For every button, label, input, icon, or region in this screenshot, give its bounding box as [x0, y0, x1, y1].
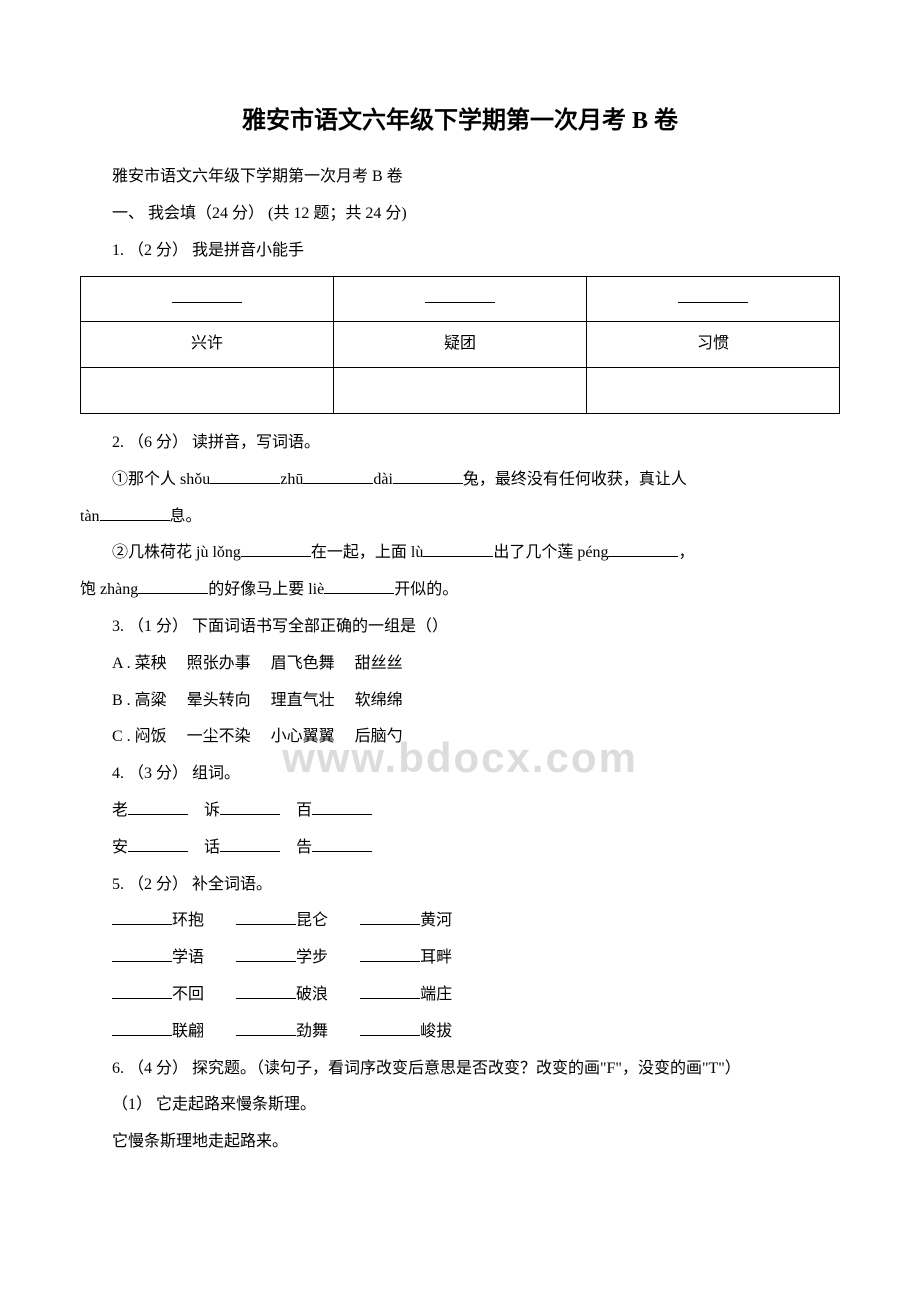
- question-5: 5. （2 分） 补全词语。: [80, 871, 840, 900]
- q6-sub1b: 它慢条斯理地走起路来。: [80, 1128, 840, 1157]
- table-cell: 疑团: [334, 322, 587, 368]
- text: 息。: [170, 508, 202, 525]
- text: 黄河: [420, 912, 452, 929]
- q5-row4: 联翩 劲舞 峻拔: [80, 1018, 840, 1047]
- table-row: 兴许 疑团 习惯: [81, 322, 840, 368]
- text: dài: [373, 471, 393, 488]
- text: 劲舞: [296, 1023, 328, 1040]
- table-cell-blank: [334, 368, 587, 414]
- question-1: 1. （2 分） 我是拼音小能手: [80, 237, 840, 266]
- table-cell-blank: [587, 368, 840, 414]
- q2-line2: ②几株荷花 jù lǒng 在一起，上面 lù 出了几个莲 péng ，: [80, 539, 840, 568]
- text: 话: [204, 839, 220, 856]
- text: 环抱: [172, 912, 204, 929]
- text: ，: [678, 544, 694, 561]
- text: 联翩: [172, 1023, 204, 1040]
- text: 端庄: [420, 986, 452, 1003]
- q4-row2: 安 话 告: [80, 834, 840, 863]
- text: 耳畔: [420, 949, 452, 966]
- question-4: 4. （3 分） 组词。: [80, 760, 840, 789]
- page-title: 雅安市语文六年级下学期第一次月考 B 卷: [80, 100, 840, 143]
- text: ②几株荷花 jù lǒng: [112, 544, 241, 561]
- table-cell-blank: [81, 276, 334, 322]
- table-cell: 习惯: [587, 322, 840, 368]
- q5-row2: 学语 学步 耳畔: [80, 944, 840, 973]
- text: 出了几个莲 péng: [493, 544, 608, 561]
- text: 学步: [296, 949, 328, 966]
- text: 在一起，上面 lù: [311, 544, 423, 561]
- text: zhū: [280, 471, 303, 488]
- table-cell-blank: [81, 368, 334, 414]
- q2-line1: ①那个人 shǒu zhū dài 兔，最终没有任何收获，真让人: [80, 466, 840, 495]
- text: ①那个人 shǒu: [112, 471, 210, 488]
- text: 告: [296, 839, 312, 856]
- text: 安: [112, 839, 128, 856]
- text: 学语: [172, 949, 204, 966]
- text: 6. （4 分） 探究题。（读句子，看词序改变后意思是否改变？改变的画"F"，没…: [112, 1060, 741, 1077]
- text: 的好像马上要 liè: [208, 581, 324, 598]
- text: 破浪: [296, 986, 328, 1003]
- table-cell: 兴许: [81, 322, 334, 368]
- q3-option-c: C . 闷饭 一尘不染 小心翼翼 后脑勺: [80, 723, 840, 752]
- q3-option-b: B . 高粱 晕头转向 理直气壮 软绵绵: [80, 687, 840, 716]
- text: 诉: [204, 802, 220, 819]
- text: 昆仑: [296, 912, 328, 929]
- question-2: 2. （6 分） 读拼音，写词语。: [80, 429, 840, 458]
- q4-row1: 老 诉 百: [80, 797, 840, 826]
- pinyin-table: 兴许 疑团 习惯: [80, 276, 840, 414]
- q3-option-a: A . 菜秧 照张办事 眉飞色舞 甜丝丝: [80, 650, 840, 679]
- question-6: 6. （4 分） 探究题。（读句子，看词序改变后意思是否改变？改变的画"F"，没…: [80, 1055, 840, 1084]
- text: 不回: [172, 986, 204, 1003]
- text: tàn: [80, 508, 100, 525]
- q6-sub1: （1） 它走起路来慢条斯理。: [80, 1091, 840, 1120]
- text: 峻拔: [420, 1023, 452, 1040]
- text: 饱 zhàng: [80, 581, 138, 598]
- q2-line2b: 饱 zhàng 的好像马上要 liè 开似的。: [80, 576, 840, 605]
- text: 开似的。: [394, 581, 458, 598]
- text: 百: [296, 802, 312, 819]
- table-row: [81, 276, 840, 322]
- question-3: 3. （1 分） 下面词语书写全部正确的一组是（）: [80, 613, 840, 642]
- table-row: [81, 368, 840, 414]
- subtitle: 雅安市语文六年级下学期第一次月考 B 卷: [80, 163, 840, 192]
- q5-row1: 环抱 昆仑 黄河: [80, 907, 840, 936]
- table-cell-blank: [334, 276, 587, 322]
- text: 兔，最终没有任何收获，真让人: [463, 471, 687, 488]
- q5-row3: 不回 破浪 端庄: [80, 981, 840, 1010]
- q2-line1b: tàn 息。: [80, 503, 840, 532]
- table-cell-blank: [587, 276, 840, 322]
- section-1-title: 一、 我会填（24 分） (共 12 题；共 24 分): [80, 200, 840, 229]
- text: 老: [112, 802, 128, 819]
